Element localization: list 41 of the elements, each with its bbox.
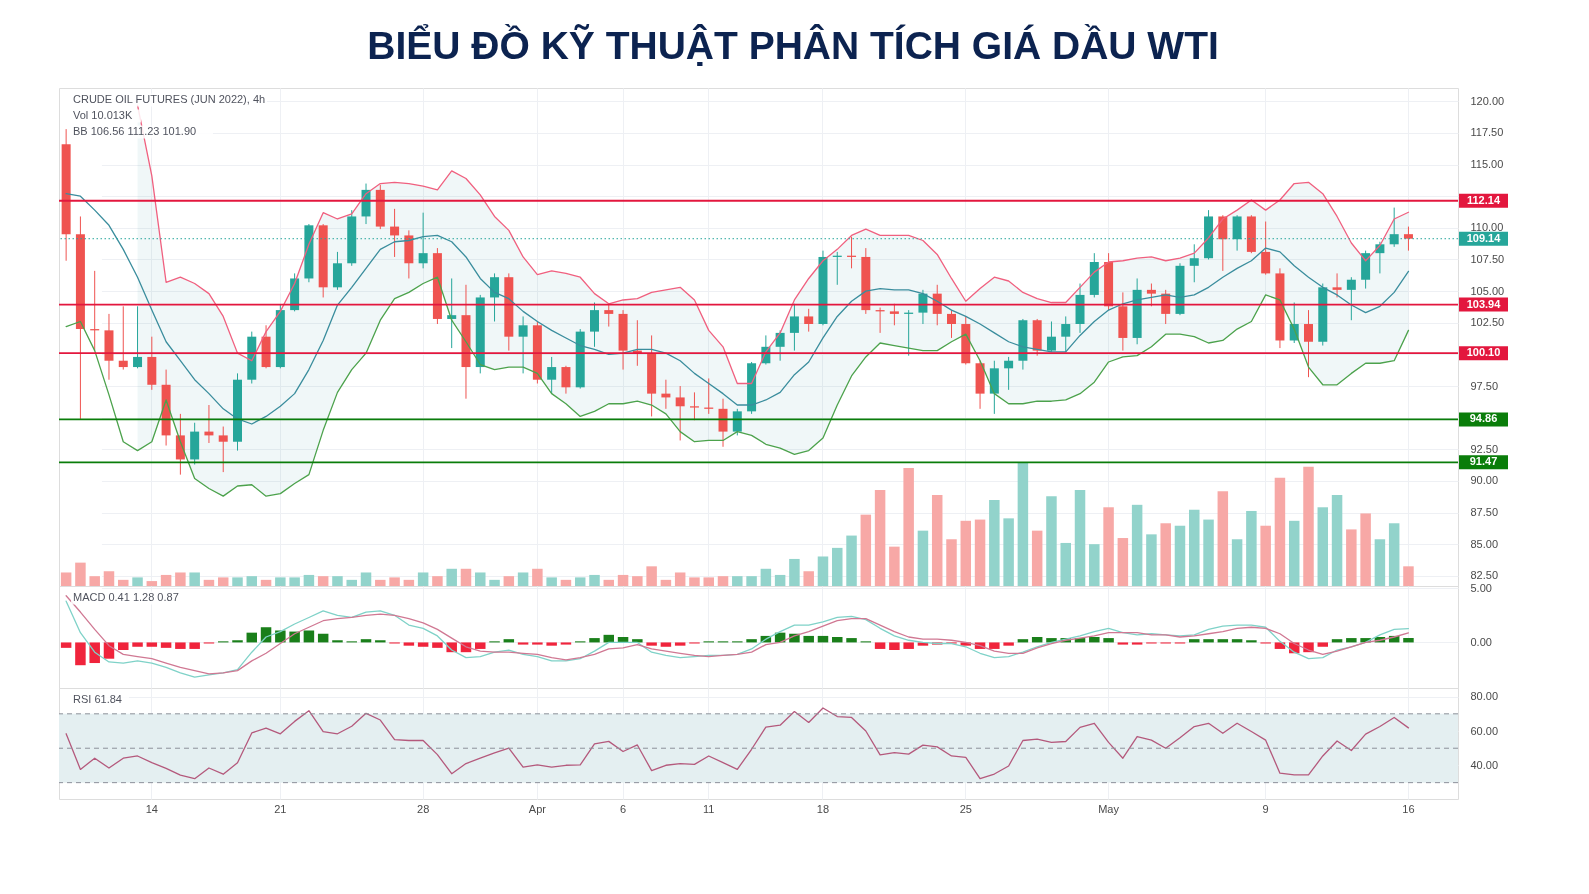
ref-line-label: 103.94	[1466, 297, 1502, 310]
y-tick-label: 117.50	[1470, 126, 1504, 139]
ref-line-label: 109.14	[1466, 231, 1502, 244]
y-tick-label: 60.00	[1470, 724, 1499, 737]
x-tick-label: 9	[1262, 802, 1269, 815]
x-tick-label: 6	[620, 802, 627, 815]
y-tick-label: 90.00	[1470, 474, 1499, 487]
y-tick-label: 97.50	[1470, 379, 1499, 392]
annotation: BB 106.56 111.23 101.90	[73, 125, 197, 137]
y-tick-label: 102.50	[1470, 316, 1505, 329]
y-tick-label: 120.00	[1470, 94, 1505, 107]
chart-title: BIỂU ĐỒ KỸ THUẬT PHÂN TÍCH GIÁ DẦU WTI	[367, 22, 1219, 67]
x-tick-label: Apr	[528, 802, 547, 815]
ref-line-label: 94.86	[1469, 412, 1498, 425]
y-tick-label: 115.00	[1470, 158, 1504, 171]
x-tick-label: 25	[959, 802, 972, 815]
annotation: CRUDE OIL FUTURES (JUN 2022), 4h	[73, 93, 266, 105]
x-tick-label: 14	[145, 802, 158, 815]
annotation: Vol 10.013K	[73, 109, 133, 121]
annotation: RSI 61.84	[73, 693, 122, 705]
ref-line-label: 91.47	[1469, 455, 1498, 468]
y-tick-label: 107.50	[1470, 252, 1505, 265]
y-tick-label: 105.00	[1470, 284, 1505, 297]
x-tick-label: 28	[417, 802, 430, 815]
y-tick-label: 92.50	[1470, 442, 1499, 455]
ref-line-label: 112.14	[1466, 193, 1501, 206]
ref-line-label: 100.10	[1466, 346, 1501, 359]
x-tick-label: 11	[703, 802, 715, 815]
y-tick-label: 40.00	[1470, 758, 1499, 771]
y-tick-label: 87.50	[1470, 506, 1499, 519]
y-tick-label: 85.00	[1470, 537, 1499, 550]
y-tick-label: 80.00	[1470, 690, 1499, 703]
y-tick-label: 0.00	[1470, 635, 1492, 648]
x-tick-label: 16	[1402, 802, 1415, 815]
x-tick-label: 18	[816, 802, 830, 815]
y-tick-label: 82.50	[1470, 569, 1499, 582]
x-tick-label: 21	[274, 802, 287, 815]
y-tick-label: 5.00	[1470, 581, 1492, 594]
x-tick-label: May	[1098, 802, 1120, 815]
annotation: MACD 0.41 1.28 0.87	[73, 591, 179, 603]
y-tick-label: 110.00	[1470, 221, 1504, 234]
